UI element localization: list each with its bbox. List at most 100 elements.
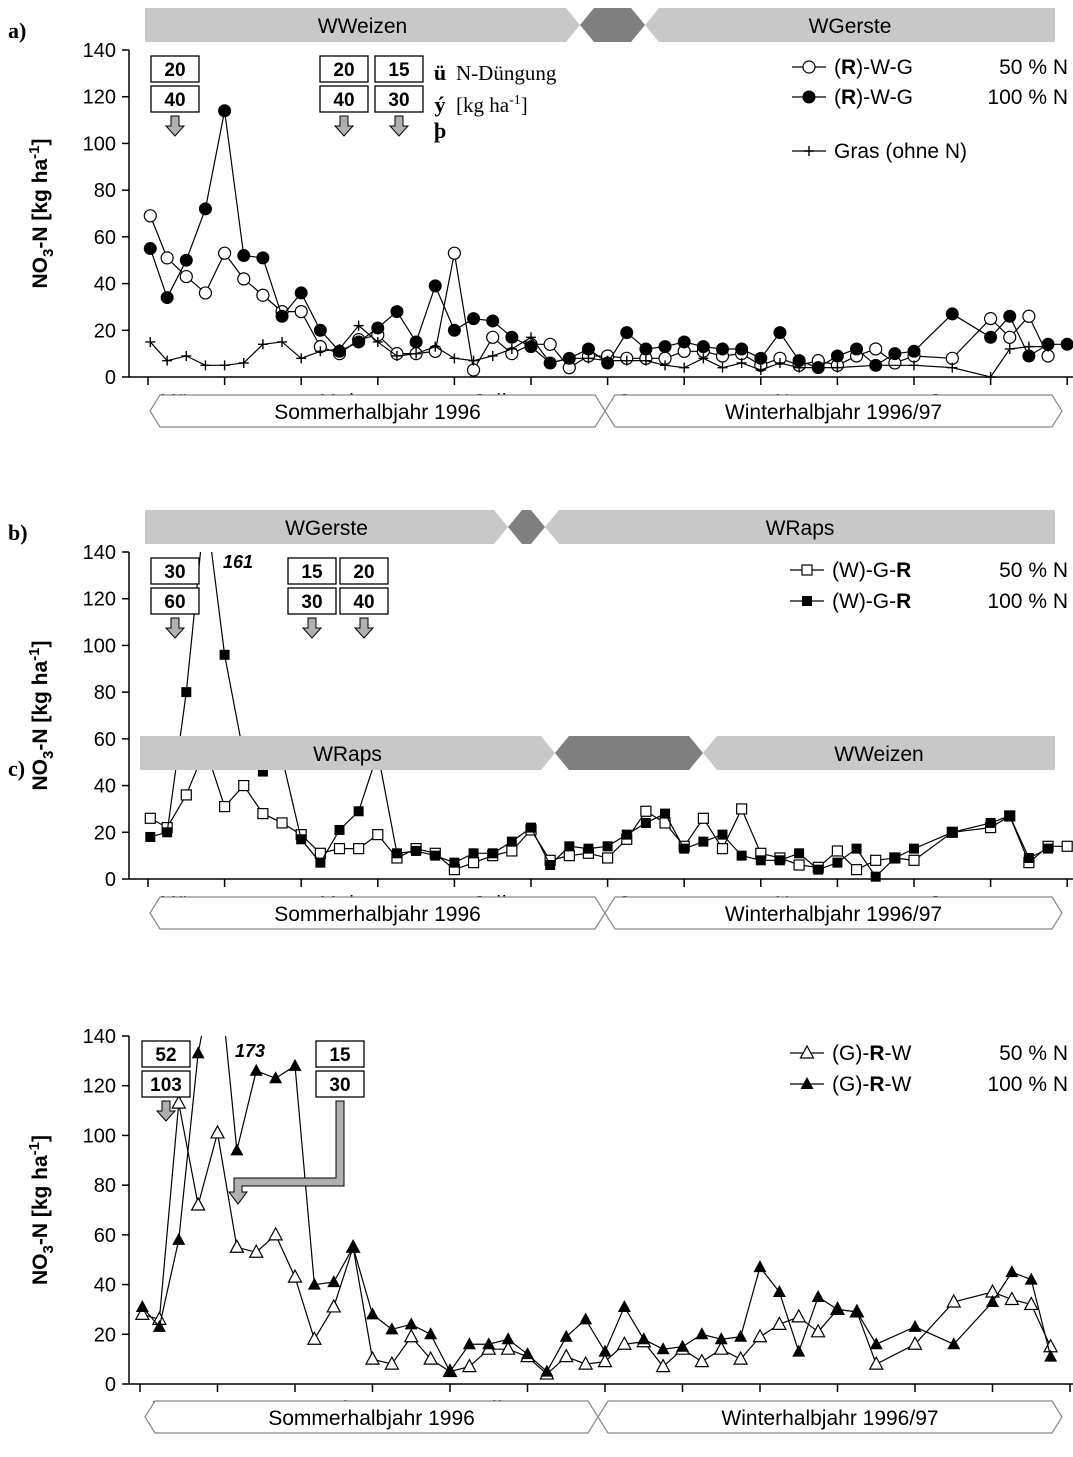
data-point bbox=[506, 836, 517, 847]
series-2 bbox=[135, 1036, 1058, 1377]
data-point bbox=[793, 859, 805, 871]
data-point bbox=[238, 779, 250, 792]
data-point bbox=[660, 360, 671, 371]
data-point bbox=[294, 286, 308, 300]
ylabel-part: -N [kg ha bbox=[29, 159, 52, 249]
data-point bbox=[237, 249, 251, 263]
y-tick-label: 20 bbox=[94, 822, 116, 844]
data-point bbox=[144, 812, 156, 824]
fert-box bbox=[319, 85, 369, 113]
data-point bbox=[1022, 349, 1036, 363]
data-point bbox=[219, 649, 230, 660]
data-point bbox=[200, 498, 210, 508]
data-point bbox=[802, 60, 816, 74]
data-point bbox=[564, 841, 575, 852]
fert-value-100: 40 bbox=[353, 592, 374, 613]
legend-item: (G)-R-W 50 % N bbox=[790, 1042, 1068, 1065]
series-markers bbox=[145, 320, 1054, 382]
data-point bbox=[334, 824, 345, 835]
data-point bbox=[1043, 341, 1054, 352]
data-point bbox=[800, 1077, 814, 1089]
data-point bbox=[230, 1143, 244, 1156]
note-brace-mid: ý bbox=[435, 92, 446, 117]
data-point bbox=[486, 314, 500, 328]
panel-label: b) bbox=[8, 520, 28, 545]
data-point bbox=[333, 843, 346, 855]
data-point bbox=[506, 845, 518, 857]
data-point bbox=[467, 857, 480, 869]
data-point bbox=[794, 362, 805, 373]
data-point bbox=[306, 1330, 322, 1345]
fert-value-50: 15 bbox=[329, 1045, 351, 1066]
data-point bbox=[443, 1364, 457, 1377]
fert-value-100: 60 bbox=[164, 592, 185, 613]
legend-label: (G)-R-W bbox=[832, 1073, 911, 1096]
legend-pct: 100 % N bbox=[987, 86, 1068, 109]
legend-pct: 50 % N bbox=[999, 56, 1068, 79]
data-point bbox=[639, 342, 653, 356]
data-point bbox=[1022, 309, 1036, 323]
data-point bbox=[736, 803, 748, 815]
peak-label: 161 bbox=[223, 552, 253, 572]
data-point bbox=[191, 1046, 205, 1059]
data-point bbox=[190, 1196, 206, 1211]
data-point bbox=[404, 1317, 418, 1330]
data-point bbox=[468, 848, 479, 859]
y-axis-label: NO3-N [kg ha-1] bbox=[26, 640, 57, 790]
data-point bbox=[1044, 1349, 1058, 1362]
data-point bbox=[792, 1344, 806, 1357]
data-point bbox=[145, 336, 156, 347]
data-point bbox=[200, 360, 211, 371]
crop-bar: WGerste WRaps bbox=[145, 510, 1055, 544]
data-point bbox=[888, 347, 902, 361]
legend-part: (G)- bbox=[832, 1042, 869, 1065]
data-point bbox=[447, 323, 461, 337]
data-point bbox=[717, 829, 728, 840]
fert-box bbox=[287, 587, 337, 615]
data-point bbox=[296, 834, 307, 845]
fert-box bbox=[315, 1070, 365, 1098]
y-tick-label: 20 bbox=[94, 320, 116, 342]
data-point bbox=[423, 1350, 439, 1365]
data-point bbox=[1004, 1291, 1020, 1306]
legend-part: ( bbox=[834, 56, 841, 79]
data-point bbox=[774, 855, 785, 866]
y-tick-label: 40 bbox=[94, 776, 116, 798]
data-point bbox=[198, 286, 213, 300]
data-point bbox=[621, 829, 632, 840]
data-point bbox=[353, 843, 365, 855]
data-point bbox=[868, 1355, 884, 1370]
legend-item: (W)-G-R 50 % N bbox=[790, 559, 1068, 582]
note-brace-bottom: þ bbox=[434, 118, 446, 143]
data-point bbox=[945, 307, 959, 321]
note-brace-top: ü bbox=[434, 60, 446, 85]
legend: (R)-W-G 50 % N (R)-W-G 100 % N Gras (ohne N) bbox=[792, 56, 1068, 163]
data-point bbox=[773, 326, 787, 340]
data-point bbox=[736, 850, 747, 861]
season-winter-label: Winterhalbjahr 1996/97 bbox=[721, 1407, 938, 1430]
data-point bbox=[676, 1339, 689, 1352]
data-point bbox=[717, 362, 728, 373]
data-point bbox=[734, 1329, 748, 1342]
data-point bbox=[181, 687, 192, 698]
data-point bbox=[390, 305, 404, 319]
fert-value-50: 15 bbox=[301, 562, 323, 583]
data-point bbox=[813, 362, 824, 373]
legend-label: (W)-G-R bbox=[832, 559, 911, 582]
data-point bbox=[1023, 341, 1034, 352]
data-point bbox=[145, 831, 156, 842]
legend-label: (W)-G-R bbox=[832, 590, 911, 613]
data-point bbox=[1023, 1296, 1039, 1311]
data-point bbox=[755, 855, 766, 866]
down-arrow-icon bbox=[353, 617, 375, 639]
data-point bbox=[559, 1329, 573, 1342]
y-tick-label: 40 bbox=[94, 1275, 116, 1297]
fert-box bbox=[150, 587, 200, 615]
data-point bbox=[714, 1332, 728, 1345]
season-summer-shape bbox=[149, 896, 606, 930]
season-summer-label: Sommerhalbjahr 1996 bbox=[274, 401, 481, 424]
legend-label: (R)-W-G bbox=[834, 86, 913, 109]
